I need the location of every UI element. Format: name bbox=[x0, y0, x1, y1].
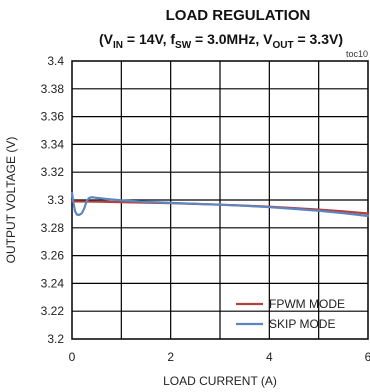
chart-title: LOAD REGULATION bbox=[166, 7, 311, 24]
series-lines bbox=[70, 191, 370, 218]
subtitle-part: = 3.3V) bbox=[294, 31, 343, 47]
y-axis-ticks: 3.4 3.38 3.36 3.34 3.32 3.3 3.28 3.26 3.24 3.22 3.… bbox=[41, 54, 65, 346]
y-tick-label: 3.32 bbox=[41, 165, 65, 179]
y-tick-label: 3.2 bbox=[47, 332, 64, 346]
y-tick-label: 3.34 bbox=[41, 137, 65, 151]
chart-subtitle: (VIN = 14V, fSW = 3.0MHz, VOUT = 3.3V) bbox=[99, 31, 343, 51]
subtitle-part: IN bbox=[113, 40, 123, 51]
x-axis-label: LOAD CURRENT (A) bbox=[163, 374, 277, 388]
series-line bbox=[70, 191, 370, 218]
y-tick-label: 3.22 bbox=[41, 304, 65, 318]
subtitle-part: (V bbox=[99, 31, 114, 47]
y-tick-label: 3.4 bbox=[47, 54, 64, 68]
y-tick-label: 3.36 bbox=[41, 110, 65, 124]
subtitle-part: SW bbox=[175, 40, 192, 51]
y-tick-label: 3.3 bbox=[47, 193, 64, 207]
y-tick-label: 3.24 bbox=[41, 276, 65, 290]
subtitle-part: = 3.0MHz, V bbox=[191, 31, 273, 47]
x-tick-label: 2 bbox=[167, 350, 174, 364]
y-tick-label: 3.26 bbox=[41, 249, 65, 263]
y-tick-label: 3.28 bbox=[41, 221, 65, 235]
grid-lines bbox=[72, 61, 368, 339]
subtitle-part: OUT bbox=[272, 40, 293, 51]
legend-label: FPWM MODE bbox=[269, 297, 345, 311]
x-tick-label: 0 bbox=[69, 350, 76, 364]
y-axis-label: OUTPUT VOLTAGE (V) bbox=[4, 137, 18, 264]
figure-code: toc10 bbox=[346, 49, 368, 59]
y-tick-label: 3.38 bbox=[41, 82, 65, 96]
x-tick-label: 4 bbox=[266, 350, 273, 364]
legend-label: SKIP MODE bbox=[269, 317, 335, 331]
x-axis-ticks: 0 2 4 6 bbox=[69, 350, 370, 364]
legend: FPWM MODE SKIP MODE bbox=[236, 297, 345, 331]
subtitle-part: = 14V, f bbox=[123, 31, 175, 47]
x-tick-label: 6 bbox=[365, 350, 370, 364]
